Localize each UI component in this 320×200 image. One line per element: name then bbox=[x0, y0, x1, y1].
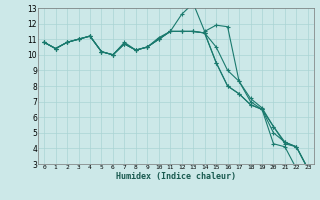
X-axis label: Humidex (Indice chaleur): Humidex (Indice chaleur) bbox=[116, 172, 236, 181]
